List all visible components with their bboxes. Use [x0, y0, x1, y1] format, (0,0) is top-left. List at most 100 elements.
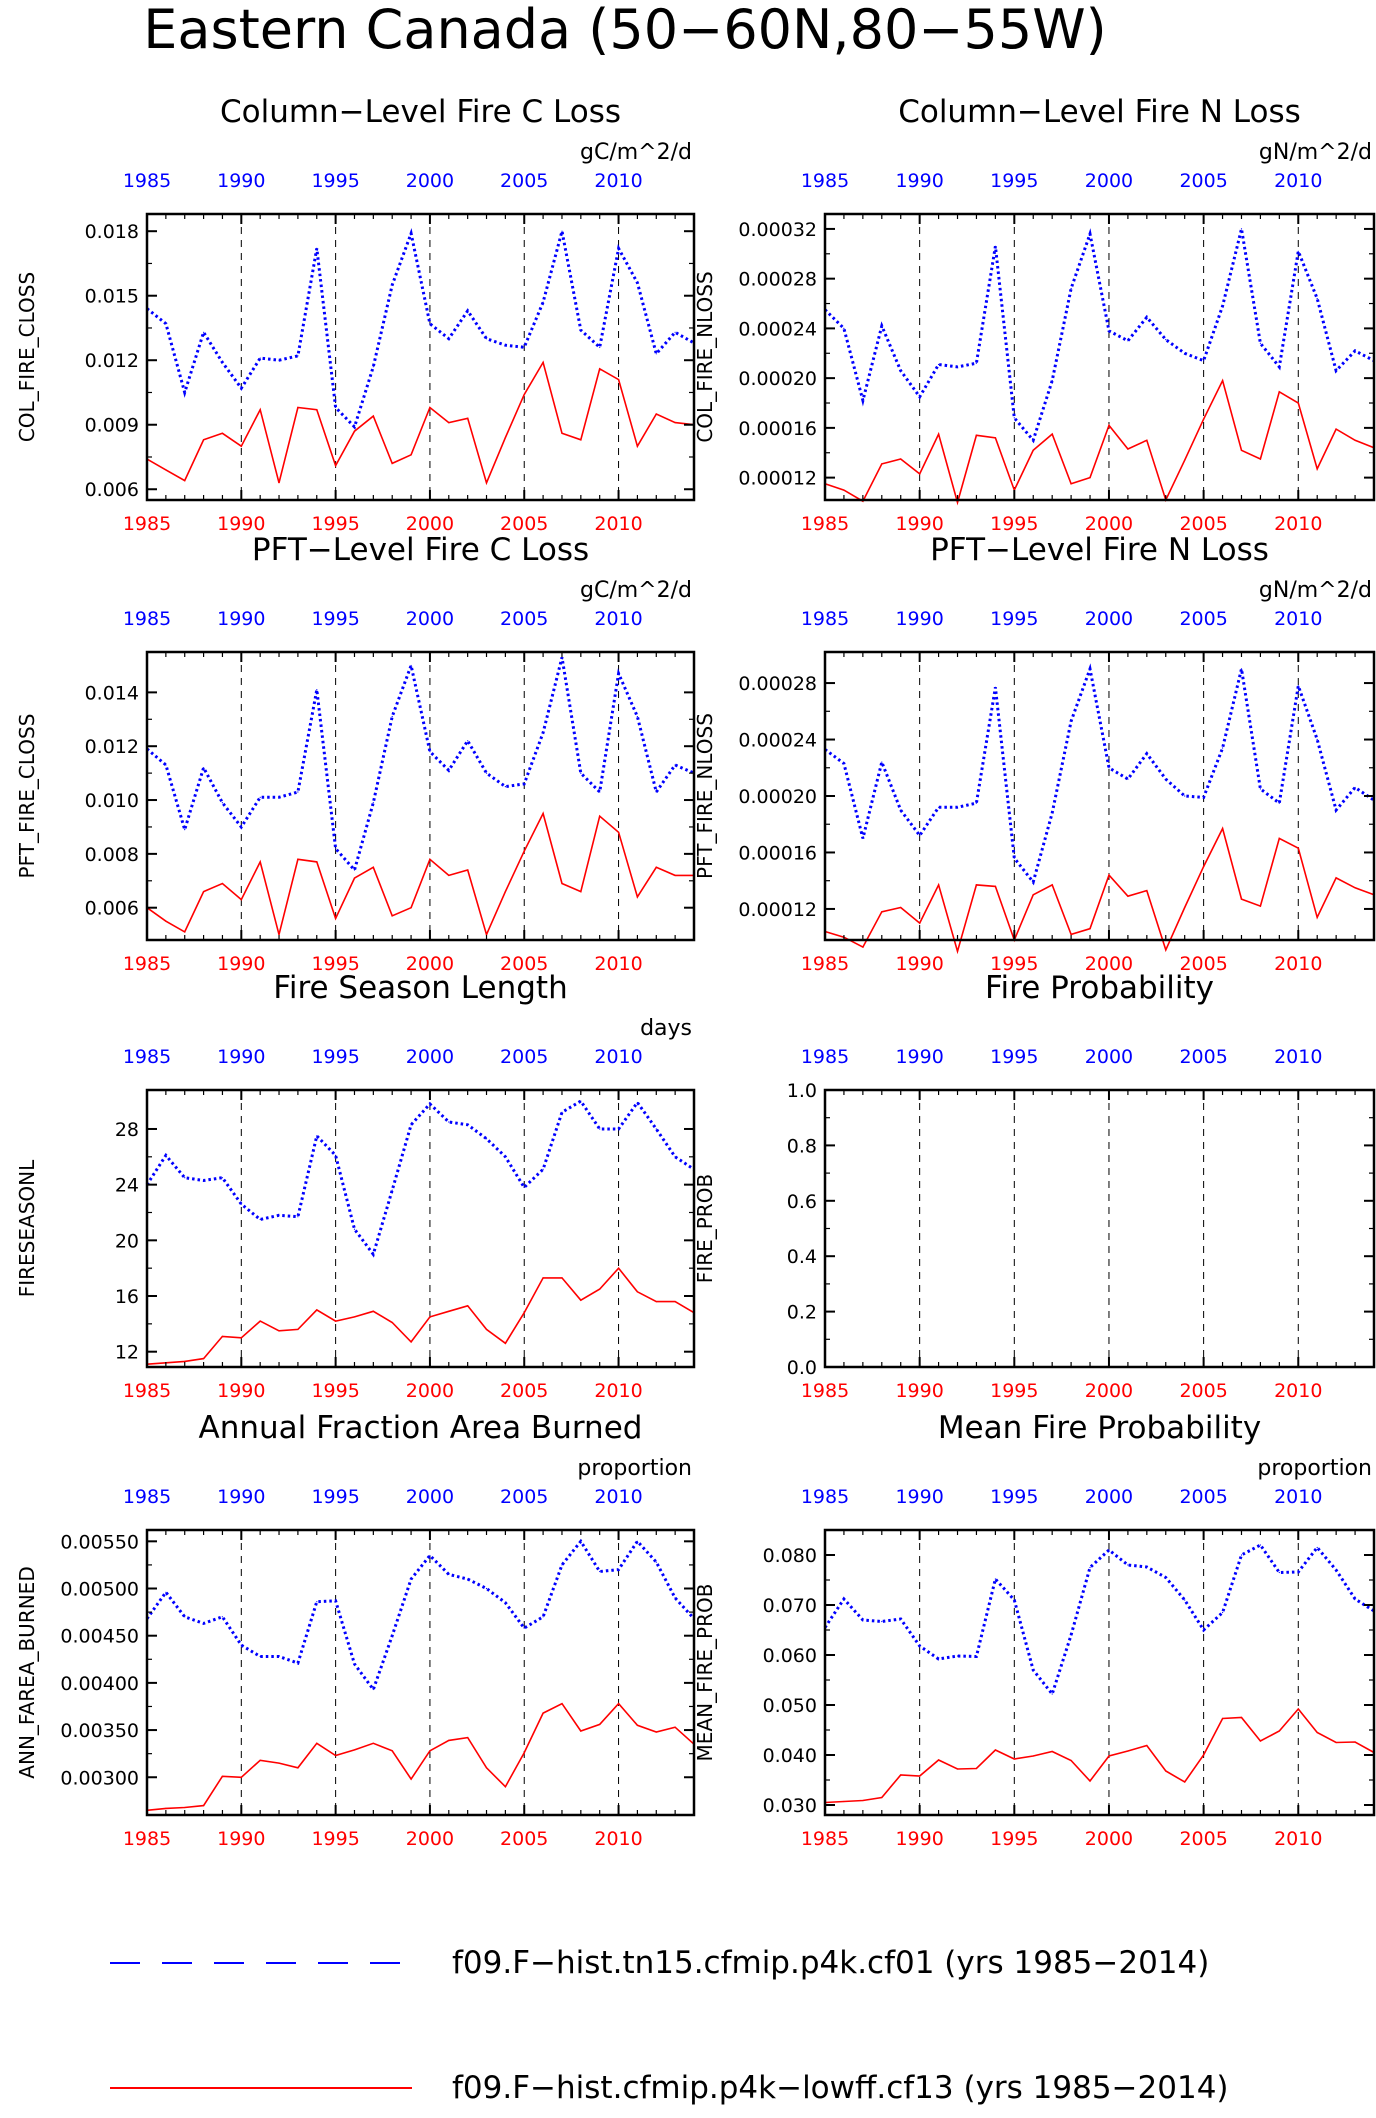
xtick-label-top: 1995: [990, 1046, 1038, 1068]
data-point-red-2006: [542, 812, 544, 815]
ytick-label: 28: [115, 1119, 139, 1141]
data-point-blue-1989: [221, 802, 223, 804]
ytick-label: 0.006: [85, 479, 139, 501]
data-point-red-2008: [580, 1730, 582, 1732]
ytick-label: 0.060: [763, 1645, 817, 1667]
data-point-red-1991: [259, 1320, 261, 1322]
chart-panel-7: Annual Fraction Area Burned proportion 198…: [15, 1410, 696, 1850]
data-point-red-2012: [1335, 877, 1337, 879]
data-point-blue-1987: [184, 1177, 186, 1179]
legend-label-1: f09.F−hist.tn15.cfmip.p4k.cf01 (yrs 1985…: [452, 1945, 1209, 1981]
xtick-label-bottom: 2010: [594, 1828, 642, 1850]
xtick-label-top: 2000: [1085, 608, 1133, 630]
xtick-label-top: 1985: [123, 1486, 171, 1508]
data-point-blue-1996: [1032, 881, 1034, 883]
data-point-blue-2005: [523, 783, 525, 785]
xtick-label-bottom: 2010: [594, 1380, 642, 1402]
xtick-label-bottom: 2005: [500, 1828, 548, 1850]
xtick-label-top: 2005: [500, 608, 548, 630]
data-point-blue-2000: [429, 751, 431, 753]
units-label: proportion: [577, 1456, 692, 1481]
data-point-blue-1986: [165, 323, 167, 325]
xtick-label-top: 1995: [990, 608, 1038, 630]
charts-grid: Column−Level Fire C Loss gC/m^2/d 1985 1985…: [15, 94, 1376, 1850]
ytick-label: 0.006: [85, 898, 139, 920]
data-point-red-2007: [561, 432, 563, 434]
ytick-label: 1.0: [787, 1080, 817, 1102]
data-point-blue-2013: [674, 1597, 676, 1599]
legend-label-2: f09.F−hist.cfmip.p4k−lowff.cf13 (yrs 198…: [452, 2070, 1229, 2106]
data-point-blue-1988: [881, 325, 883, 327]
plot-frame: [823, 1528, 1376, 1817]
data-point-blue-1989: [900, 370, 902, 372]
data-point-red-2001: [1127, 448, 1129, 450]
data-point-blue-1995: [335, 1154, 337, 1156]
data-point-blue-1997: [1051, 380, 1053, 382]
data-point-red-2005: [1203, 418, 1205, 420]
data-point-blue-1989: [221, 361, 223, 363]
xtick-label-top: 1990: [895, 1046, 943, 1068]
data-point-red-2001: [448, 874, 450, 877]
data-point-red-1997: [1051, 1750, 1053, 1753]
data-point-blue-2006: [542, 1616, 544, 1618]
chart-panel-5: Fire Season Length days 1985 1985 1990 1990 19…: [15, 970, 696, 1402]
ytick-label: 0.080: [763, 1545, 817, 1567]
data-point-blue-1986: [165, 1591, 167, 1593]
data-point-red-2009: [599, 368, 601, 370]
data-point-red-1994: [994, 437, 997, 439]
data-point-red-2011: [1316, 1731, 1318, 1734]
data-point-red-2007: [561, 1703, 563, 1705]
xtick-label-top: 2010: [594, 608, 642, 630]
data-point-blue-2008: [1259, 342, 1261, 344]
series-line-blue: [145, 1538, 696, 1693]
units-label: gC/m^2/d: [580, 140, 692, 165]
data-point-blue-1986: [843, 762, 845, 765]
data-point-red-2001: [1127, 895, 1129, 897]
data-point-blue-1998: [391, 284, 393, 286]
data-point-blue-1994: [316, 247, 318, 249]
data-point-blue-2004: [504, 786, 506, 788]
ytick-label: 0.8: [787, 1135, 817, 1157]
data-point-blue-2003: [1165, 778, 1167, 780]
data-point-blue-1989: [900, 809, 902, 811]
xtick-label-bottom: 1995: [311, 1380, 359, 1402]
data-point-blue-1994: [316, 689, 318, 691]
data-point-red-2004: [504, 1342, 506, 1344]
data-point-blue-2005: [523, 346, 525, 348]
data-point-red-1991: [938, 884, 940, 886]
ytick-label: 16: [115, 1286, 139, 1308]
data-point-blue-2004: [504, 1156, 506, 1158]
data-point-red-1992: [278, 1762, 280, 1764]
xtick-label-top: 1985: [801, 1486, 849, 1508]
data-point-blue-1994: [994, 686, 997, 688]
xtick-label-top: 2010: [594, 170, 642, 192]
data-point-red-1989: [221, 1335, 223, 1337]
xtick-label-bottom: 1985: [123, 513, 171, 535]
xtick-label-bottom: 2005: [1179, 513, 1227, 535]
ytick-label: 0.00012: [738, 899, 817, 921]
y-axis-label: PFT_FIRE_NLOSS: [693, 713, 717, 879]
data-point-red-2012: [655, 413, 657, 415]
data-point-blue-2006: [542, 1168, 544, 1170]
data-point-red-2013: [1354, 887, 1356, 889]
data-point-red-2011: [1316, 468, 1318, 470]
data-point-blue-2008: [1259, 788, 1261, 790]
series-line-red: [824, 826, 1375, 955]
data-point-red-1987: [184, 1806, 186, 1809]
data-point-blue-2007: [1240, 228, 1243, 230]
data-point-red-2005: [523, 1312, 525, 1314]
data-point-red-1988: [881, 1796, 883, 1799]
data-point-blue-2012: [655, 791, 657, 793]
xtick-label-top: 2000: [406, 608, 454, 630]
xtick-label-bottom: 2005: [500, 1380, 548, 1402]
data-point-blue-2001: [448, 1573, 450, 1575]
data-point-blue-1991: [259, 1218, 261, 1221]
data-point-blue-2013: [674, 764, 676, 766]
xtick-label-bottom: 1985: [801, 1380, 849, 1402]
data-point-blue-2002: [1146, 316, 1148, 318]
data-point-blue-2007: [561, 1111, 563, 1113]
ytick-label: 0.00400: [60, 1673, 139, 1695]
data-point-red-1998: [1070, 933, 1072, 936]
data-point-red-1995: [335, 465, 337, 467]
xtick-label-top: 1985: [801, 1046, 849, 1068]
